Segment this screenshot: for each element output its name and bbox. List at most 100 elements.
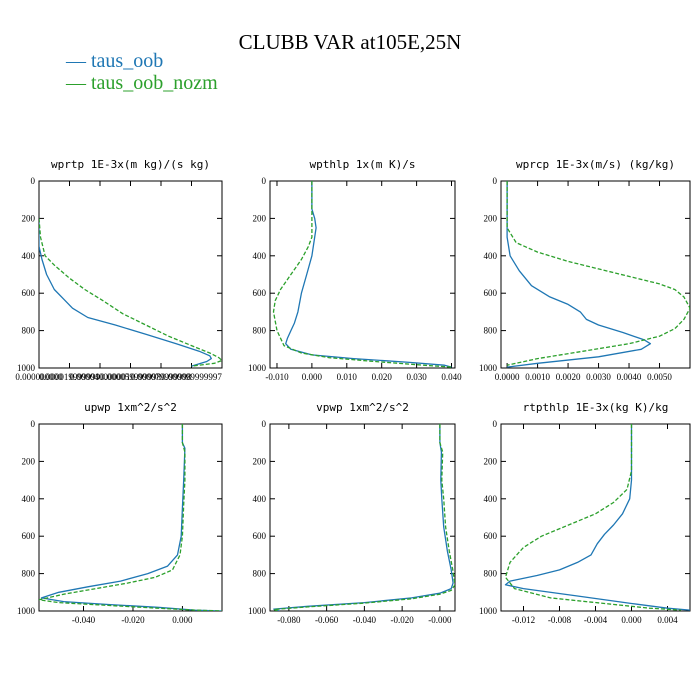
plot-frame [38, 180, 223, 369]
y-tick-label: 800 [22, 326, 36, 336]
legend-line-dashed: — [66, 72, 91, 94]
y-tick-label: 800 [484, 326, 498, 336]
y-tick-label: 200 [484, 213, 498, 223]
x-tick-label: 0.040 [441, 372, 462, 382]
plot-frame [500, 423, 691, 612]
y-tick-label: 200 [22, 456, 36, 466]
chart-panel-1: wpthlp 1x(m K)/s 0 200 400 600 800 1000-0.010 0… [248, 158, 462, 382]
y-tick-label: 200 [484, 456, 498, 466]
y-tick-label: 1000 [248, 606, 267, 616]
x-tick-label: 0.000000000 [15, 372, 63, 382]
x-tick-label: 0.0030 [586, 372, 611, 382]
y-tick-label: 800 [253, 569, 267, 579]
series-line-taus-oob [39, 218, 212, 367]
y-tick-label: 0 [31, 176, 36, 186]
x-tick-label: 0.000019999999 [39, 372, 100, 382]
chart-panel-4: vpwp 1xm^2/s^2 0 200 400 600 800 1000 -0.080 -0.… [248, 401, 456, 625]
y-tick-label: 0 [262, 419, 267, 429]
plot-frame [500, 180, 691, 369]
series-line-taus-oob-nozm [39, 424, 222, 611]
legend-line-solid: — [66, 50, 91, 72]
x-tick-label: -0.004 [584, 615, 608, 625]
panel-title: wpthlp 1x(m K)/s [310, 158, 416, 171]
y-tick-label: 200 [253, 456, 267, 466]
series-line-taus-oob [504, 424, 690, 611]
y-tick-label: 1000 [17, 606, 36, 616]
panel-title: upwp 1xm^2/s^2 [84, 401, 177, 414]
y-tick-label: 600 [484, 531, 498, 541]
y-tick-label: 1000 [479, 606, 498, 616]
y-tick-label: 800 [22, 569, 36, 579]
figure-title: CLUBB VAR at105E,25N [238, 30, 462, 54]
x-tick-label: -0.060 [315, 615, 339, 625]
series-line-taus-oob [285, 181, 452, 368]
plot-frame [269, 423, 456, 612]
y-tick-label: 0 [31, 419, 36, 429]
x-tick-label: -0.080 [277, 615, 301, 625]
series-line-taus-oob-nozm [39, 218, 222, 367]
y-tick-label: 600 [253, 288, 267, 298]
chart-panel-2: wprcp 1E-3x(m/s) (kg/kg) 0 200 400 600 800 100… [479, 158, 691, 382]
y-tick-label: 0 [262, 176, 267, 186]
x-tick-label: 0.0050 [647, 372, 672, 382]
x-tick-label: -0.000 [428, 615, 452, 625]
y-tick-label: 600 [484, 288, 498, 298]
y-tick-label: 1000 [17, 363, 36, 373]
chart-panel-5: rtpthlp 1E-3x(kg K)/kg 0 200 400 600 800 1000 -… [479, 401, 691, 625]
y-tick-label: 400 [22, 494, 36, 504]
x-tick-label: -0.040 [353, 615, 377, 625]
x-tick-label: -0.012 [512, 615, 535, 625]
legend-label: taus_oob_nozm [91, 72, 218, 94]
series-line-taus-oob [273, 424, 454, 611]
y-tick-label: 200 [22, 213, 36, 223]
y-tick-label: 200 [253, 213, 267, 223]
y-tick-label: 400 [253, 251, 267, 261]
x-tick-label: 0.020 [372, 372, 393, 382]
y-tick-label: 600 [22, 531, 36, 541]
x-tick-label: 0.000079999998 [131, 372, 192, 382]
x-tick-label: -0.020 [121, 615, 145, 625]
x-tick-label: -0.008 [548, 615, 572, 625]
x-tick-label: 0.010 [337, 372, 358, 382]
y-tick-label: 800 [484, 569, 498, 579]
y-tick-label: 400 [22, 251, 36, 261]
series-line-taus-oob-nozm [272, 181, 452, 368]
panel-title: wprtp 1E-3x(m kg)/(s kg) [51, 158, 210, 171]
panel-title: wprcp 1E-3x(m/s) (kg/kg) [516, 158, 675, 171]
x-tick-label: -0.010 [265, 372, 289, 382]
series-line-taus-oob [506, 181, 652, 368]
legend-label: taus_oob [91, 50, 164, 72]
x-tick-label: 0.000 [302, 372, 323, 382]
chart-panel-0: wprtp 1E-3x(m kg)/(s kg) 0 200 400 600 800 100… [15, 158, 223, 382]
y-tick-label: 400 [484, 494, 498, 504]
plot-frame [38, 423, 223, 612]
x-tick-label: 0.0000 [495, 372, 520, 382]
y-tick-label: 400 [253, 494, 267, 504]
x-tick-label: 0.0020 [556, 372, 581, 382]
x-tick-label: -0.040 [72, 615, 96, 625]
x-tick-label: 0.000099999997 [161, 372, 222, 382]
x-tick-label: -0.020 [391, 615, 415, 625]
x-tick-label: 0.000059999998 [100, 372, 161, 382]
y-tick-label: 1000 [479, 363, 498, 373]
series-line-taus-oob-nozm [504, 424, 682, 611]
plot-frame [269, 180, 456, 369]
y-tick-label: 600 [22, 288, 36, 298]
x-tick-label: 0.030 [406, 372, 427, 382]
series-line-taus-oob-nozm [273, 424, 455, 611]
y-tick-label: 1000 [248, 363, 267, 373]
panel-title: rtpthlp 1E-3x(kg K)/kg [523, 401, 669, 414]
y-tick-label: 0 [493, 419, 498, 429]
x-tick-label: 0.004 [657, 615, 678, 625]
y-tick-label: 400 [484, 251, 498, 261]
y-tick-label: 0 [493, 176, 498, 186]
x-tick-label: 0.000 [172, 615, 193, 625]
y-tick-label: 800 [253, 326, 267, 336]
panel-title: vpwp 1xm^2/s^2 [316, 401, 409, 414]
x-tick-label: 0.0010 [525, 372, 550, 382]
chart-panel-3: upwp 1xm^2/s^2 0 200 400 600 800 1000 -0.040 -0.… [17, 401, 223, 625]
y-tick-label: 600 [253, 531, 267, 541]
legend-entry-taus-oob-nozm: — taus_oob_nozm [66, 72, 218, 95]
x-tick-label: 0.0040 [617, 372, 642, 382]
x-tick-label: 0.000 [621, 615, 642, 625]
